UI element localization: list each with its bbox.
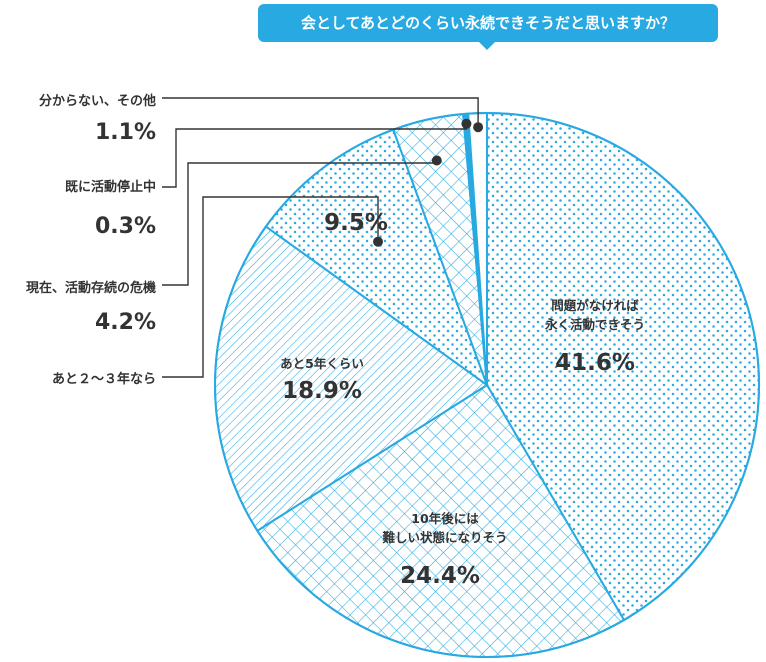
leader-line-2-3years <box>162 196 379 378</box>
leader-dot-unknown <box>473 122 484 133</box>
leader-dot-stopped <box>461 118 472 129</box>
title-bubble-tail <box>478 41 496 50</box>
slice-label-long: 問題がなければ 永く活動できそう <box>520 296 670 334</box>
callout-value-unknown: 1.1% <box>94 120 156 145</box>
chart-title: 会としてあとどのくらい永続できそうだと思いますか？ <box>300 14 676 32</box>
callout-label-unknown: 分からない、その他 <box>38 94 156 109</box>
callout-value-crisis: 4.2% <box>94 310 156 335</box>
callout-label-stopped: 既に活動停止中 <box>64 180 156 195</box>
slice-value-2-3years: 9.5% <box>324 210 388 236</box>
title-bubble <box>258 4 718 42</box>
leader-dot-2-3years <box>373 236 383 247</box>
slice-label-10years-line2: 難しい状態になりそう <box>382 530 508 545</box>
pie-outline <box>214 112 760 658</box>
leader-dot-crisis <box>431 155 442 166</box>
slice-label-long-line2: 永く活動できそう <box>544 317 645 332</box>
slice-label-5years: あと5年くらい <box>280 356 364 371</box>
callout-label-crisis: 現在、活動存続の危機 <box>25 281 156 296</box>
slice-value-long: 41.6% <box>555 350 635 376</box>
slice-value-5years: 18.9% <box>282 378 362 404</box>
callout-label-2-3years: あと２〜３年なら <box>51 372 156 387</box>
slice-value-10years: 24.4% <box>400 563 480 589</box>
leader-line-unknown <box>162 97 479 128</box>
callout-value-stopped: 0.3% <box>94 214 156 239</box>
slice-label-long-line1: 問題がなければ <box>551 298 639 313</box>
slice-label-10years: 10年後には 難しい状態になりそう <box>360 509 530 547</box>
slice-label-10years-line1: 10年後には <box>411 511 479 526</box>
